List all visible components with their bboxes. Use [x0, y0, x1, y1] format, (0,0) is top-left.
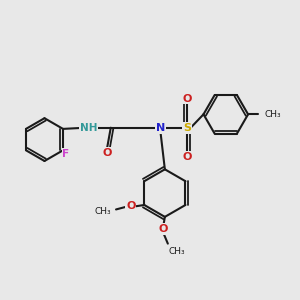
Text: CH₃: CH₃ — [264, 110, 281, 119]
Text: O: O — [182, 152, 192, 162]
Text: S: S — [183, 123, 191, 133]
Text: O: O — [126, 202, 136, 212]
Text: N: N — [156, 123, 165, 133]
Text: F: F — [62, 149, 70, 159]
Text: CH₃: CH₃ — [169, 247, 185, 256]
Text: O: O — [159, 224, 168, 234]
Text: O: O — [182, 94, 192, 103]
Text: CH₃: CH₃ — [95, 207, 112, 216]
Text: NH: NH — [80, 123, 97, 133]
Text: O: O — [102, 148, 112, 158]
